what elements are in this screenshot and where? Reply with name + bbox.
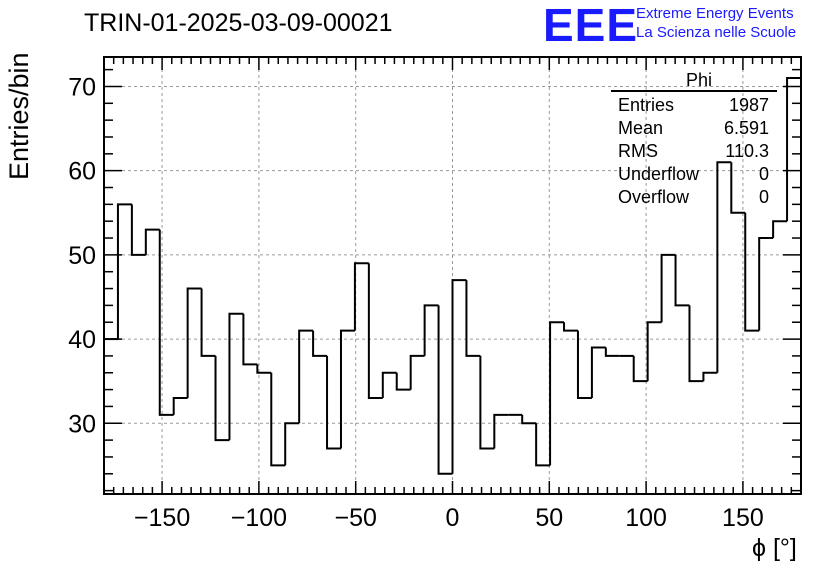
- histogram-bin: [339, 329, 355, 449]
- histogram-bin: [353, 262, 369, 331]
- stats-label: Entries: [618, 95, 675, 115]
- histogram-bin: [786, 77, 801, 222]
- histogram-bin: [493, 413, 509, 449]
- x-tick-label: −100: [231, 504, 287, 532]
- y-tick-label: 50: [68, 242, 96, 270]
- histogram-bin: [563, 322, 578, 332]
- histogram-bin: [535, 423, 551, 467]
- stats-label: RMS: [618, 141, 658, 161]
- histogram-bin: [409, 354, 425, 390]
- histogram-bin: [326, 355, 341, 450]
- tick-labels: −150 −100 −50 0 50 100 150 30 40 50 60 70: [68, 73, 764, 532]
- logo-line-2: La Scienza nelle Scuole: [636, 24, 797, 41]
- histogram-bin: [298, 329, 314, 424]
- histogram-bin: [479, 355, 495, 450]
- histogram-bin: [228, 312, 244, 441]
- chart-title: TRIN-01-2025-03-09-00021: [84, 9, 393, 37]
- histogram-bin: [660, 253, 676, 323]
- y-tick-label: 40: [68, 326, 96, 354]
- histogram-bin: [256, 364, 272, 374]
- histogram-bin: [144, 228, 160, 255]
- stats-title: Phi: [685, 70, 712, 90]
- histogram-series: [104, 77, 801, 475]
- histogram-bin: [576, 330, 592, 400]
- y-tick-label: 60: [68, 158, 96, 186]
- histogram-bin: [312, 330, 328, 357]
- histogram-bin: [688, 305, 704, 383]
- histogram-bin: [270, 372, 286, 467]
- stats-label: Mean: [618, 118, 664, 138]
- histogram-bin: [172, 397, 188, 415]
- y-tick-label: 30: [68, 410, 96, 438]
- histogram-bin: [200, 288, 216, 357]
- histogram-bin: [521, 414, 537, 425]
- x-tick-label: 50: [535, 504, 563, 532]
- histogram-bin: [451, 279, 467, 474]
- histogram-bin: [423, 304, 439, 356]
- histogram-bin: [549, 321, 565, 466]
- histogram-bin: [758, 237, 774, 331]
- histogram-bin: [214, 355, 230, 442]
- stats-value: 110.3: [725, 141, 769, 161]
- histogram-bin: [367, 263, 383, 400]
- stats-value: 0: [758, 164, 769, 184]
- histogram-bin: [465, 280, 481, 357]
- histogram-bin: [381, 371, 397, 399]
- stats-label: Overflow: [618, 187, 690, 207]
- histogram-bin: [130, 204, 146, 256]
- x-axis-label: ϕ [°]: [752, 534, 797, 562]
- stats-row-mean: Mean 6.591: [611, 117, 777, 140]
- histogram-bin: [395, 372, 411, 391]
- histogram-bin: [702, 371, 718, 382]
- axis-ticks: [104, 57, 801, 494]
- histogram-bin: [744, 212, 760, 332]
- x-tick-label: 100: [625, 504, 667, 532]
- stats-value: 1987: [728, 95, 769, 115]
- histogram-bin: [674, 254, 690, 307]
- histogram-bin: [632, 355, 648, 383]
- stats-row-rms: RMS 110.3: [611, 140, 777, 163]
- stats-label: Underflow: [618, 164, 700, 184]
- stats-row-overflow: Overflow 0: [611, 186, 777, 209]
- histogram-bin: [590, 346, 606, 399]
- histogram-bin: [730, 162, 746, 214]
- y-tick-label: 70: [68, 73, 96, 101]
- histogram-bin: [604, 347, 620, 357]
- stats-row-underflow: Underflow 0: [611, 163, 777, 186]
- x-tick-label: −150: [134, 504, 190, 532]
- histogram-bin: [284, 422, 300, 466]
- x-tick-label: −50: [334, 504, 376, 532]
- stats-value: 6.591: [723, 118, 769, 138]
- histogram-bin: [716, 161, 732, 373]
- x-tick-label: 0: [446, 504, 460, 532]
- x-tick-label: 150: [722, 504, 764, 532]
- y-axis-label: Entries/bin: [4, 52, 34, 180]
- histogram-bin: [772, 220, 788, 239]
- histogram-bin: [646, 321, 662, 382]
- histogram-bin: [186, 287, 202, 399]
- stats-divider: [611, 90, 777, 92]
- logo-line-1: Extreme Energy Events: [636, 5, 794, 22]
- histogram-bin: [158, 229, 174, 416]
- stats-row-entries: Entries 1987: [611, 94, 777, 117]
- histogram-bin: [116, 203, 132, 340]
- stats-value: 0: [758, 187, 769, 207]
- stats-box: Phi Entries 1987 Mean 6.591 RMS 110.3 Un…: [611, 70, 777, 209]
- eee-logo: EEE: [543, 0, 639, 51]
- histogram-bin: [242, 313, 258, 366]
- logo-text: Extreme Energy Events La Scienza nelle S…: [636, 4, 796, 42]
- histogram-bin: [437, 305, 453, 475]
